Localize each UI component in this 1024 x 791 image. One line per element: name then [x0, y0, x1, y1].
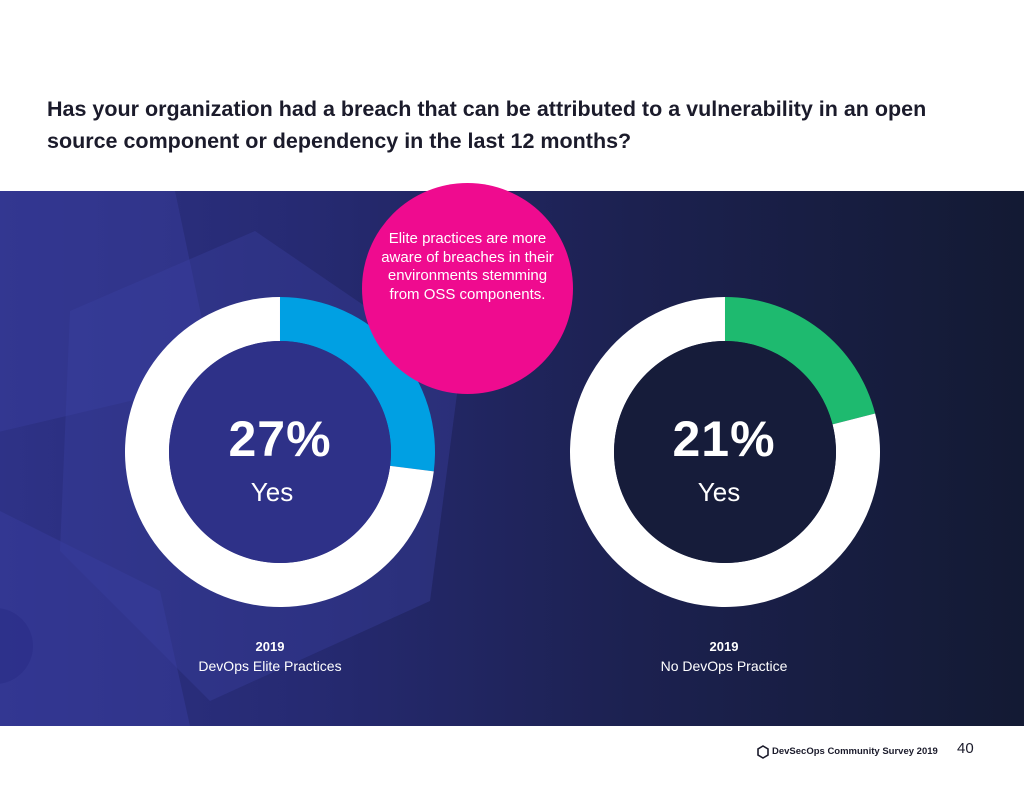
hexagon-icon [757, 745, 769, 759]
footer-survey: DevSecOps Community Survey 2019 [772, 746, 938, 757]
page-number: 40 [957, 740, 974, 757]
caption-elite: 2019 DevOps Elite Practices [150, 638, 390, 676]
donut-hole [169, 341, 391, 563]
donut-chart-elite [124, 297, 435, 607]
caption-no-devops: 2019 No DevOps Practice [604, 638, 844, 676]
donut-elite-label: Yes [250, 477, 294, 507]
donut-chart-no-devops [570, 297, 880, 607]
caption-no-devops-year: 2019 [709, 639, 739, 654]
donut-no-devops-value: 21% [672, 411, 776, 467]
donut-hole [614, 341, 836, 563]
donut-elite-value: 27% [228, 411, 332, 467]
donut-slice-yes [280, 297, 435, 472]
callout-bubble: Elite practices are more aware of breach… [362, 183, 573, 394]
caption-elite-group: DevOps Elite Practices [198, 658, 342, 674]
caption-elite-year: 2019 [255, 639, 285, 654]
callout-text: Elite practices are more aware of breach… [381, 230, 554, 303]
page-title: Has your organization had a breach that … [47, 97, 927, 153]
donut-slice-yes [725, 297, 876, 425]
donut-no-devops-label: Yes [697, 477, 741, 507]
caption-no-devops-group: No DevOps Practice [660, 658, 788, 674]
